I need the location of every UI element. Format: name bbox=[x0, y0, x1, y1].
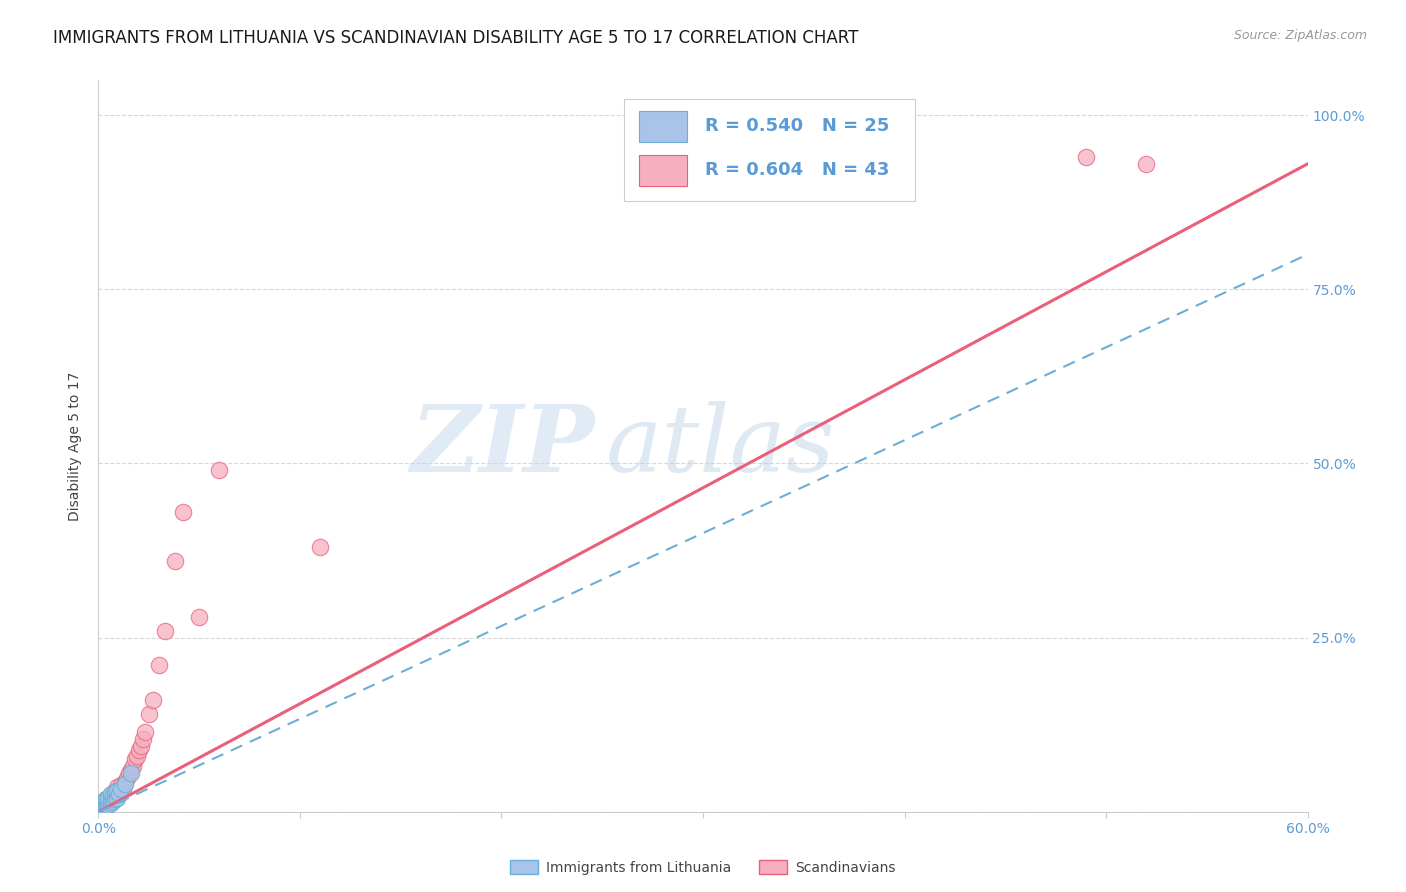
Point bbox=[89, 801, 111, 815]
Point bbox=[208, 463, 231, 477]
Point bbox=[114, 777, 136, 791]
Point bbox=[148, 658, 170, 673]
Text: Source: ZipAtlas.com: Source: ZipAtlas.com bbox=[1233, 29, 1367, 42]
Point bbox=[110, 778, 132, 792]
Point bbox=[121, 759, 143, 773]
Point bbox=[105, 789, 128, 804]
Point bbox=[93, 794, 115, 808]
Point bbox=[110, 782, 132, 797]
Point bbox=[97, 794, 120, 808]
Point bbox=[134, 724, 156, 739]
Point bbox=[101, 789, 124, 804]
Point bbox=[103, 785, 125, 799]
Point bbox=[91, 797, 114, 812]
Point bbox=[101, 794, 124, 808]
Point bbox=[100, 797, 122, 811]
Point bbox=[101, 792, 124, 806]
Text: R = 0.604   N = 43: R = 0.604 N = 43 bbox=[706, 161, 890, 179]
Point bbox=[105, 790, 128, 805]
FancyBboxPatch shape bbox=[624, 99, 915, 201]
Text: ZIP: ZIP bbox=[411, 401, 595, 491]
Y-axis label: Disability Age 5 to 17: Disability Age 5 to 17 bbox=[69, 371, 83, 521]
Point bbox=[1074, 150, 1097, 164]
Point bbox=[138, 707, 160, 722]
Point bbox=[103, 792, 125, 806]
Point bbox=[97, 797, 120, 811]
Point bbox=[163, 554, 186, 568]
Point bbox=[100, 792, 122, 806]
FancyBboxPatch shape bbox=[638, 155, 688, 186]
Point bbox=[96, 797, 118, 812]
Point bbox=[97, 790, 120, 805]
Point bbox=[96, 797, 118, 811]
Point bbox=[142, 693, 165, 707]
Point bbox=[107, 787, 129, 801]
Point bbox=[89, 799, 111, 814]
Point bbox=[96, 799, 118, 814]
Point bbox=[107, 785, 129, 799]
Point bbox=[93, 799, 115, 814]
Point bbox=[125, 749, 148, 764]
Point bbox=[132, 731, 155, 746]
Text: atlas: atlas bbox=[606, 401, 835, 491]
Point bbox=[188, 609, 211, 624]
Point bbox=[1135, 157, 1157, 171]
Point bbox=[97, 790, 120, 805]
Point bbox=[100, 794, 122, 808]
Point bbox=[105, 784, 128, 798]
Point bbox=[91, 801, 114, 815]
Point bbox=[91, 797, 114, 811]
Point bbox=[153, 624, 176, 638]
Point bbox=[124, 752, 146, 766]
FancyBboxPatch shape bbox=[638, 111, 688, 142]
Point bbox=[120, 766, 142, 780]
Point bbox=[100, 787, 122, 801]
Point bbox=[96, 792, 118, 806]
Point bbox=[309, 540, 332, 554]
Point bbox=[128, 743, 150, 757]
Point bbox=[172, 505, 194, 519]
Point bbox=[103, 784, 125, 798]
Point bbox=[91, 799, 114, 814]
Text: IMMIGRANTS FROM LITHUANIA VS SCANDINAVIAN DISABILITY AGE 5 TO 17 CORRELATION CHA: IMMIGRANTS FROM LITHUANIA VS SCANDINAVIA… bbox=[53, 29, 859, 46]
Point bbox=[93, 797, 115, 812]
Point bbox=[97, 797, 120, 812]
Point bbox=[105, 780, 128, 795]
Point bbox=[111, 782, 134, 797]
Text: R = 0.540   N = 25: R = 0.540 N = 25 bbox=[706, 118, 890, 136]
Point bbox=[93, 794, 115, 808]
Point bbox=[100, 789, 122, 804]
Point bbox=[93, 801, 115, 815]
Point bbox=[101, 787, 124, 801]
Point bbox=[114, 775, 136, 789]
Point bbox=[96, 792, 118, 806]
Point bbox=[103, 790, 125, 805]
Point bbox=[129, 739, 152, 753]
Point bbox=[120, 763, 142, 777]
Point bbox=[89, 803, 111, 817]
Legend: Immigrants from Lithuania, Scandinavians: Immigrants from Lithuania, Scandinavians bbox=[505, 855, 901, 880]
Point bbox=[118, 766, 141, 780]
Point bbox=[115, 772, 138, 786]
